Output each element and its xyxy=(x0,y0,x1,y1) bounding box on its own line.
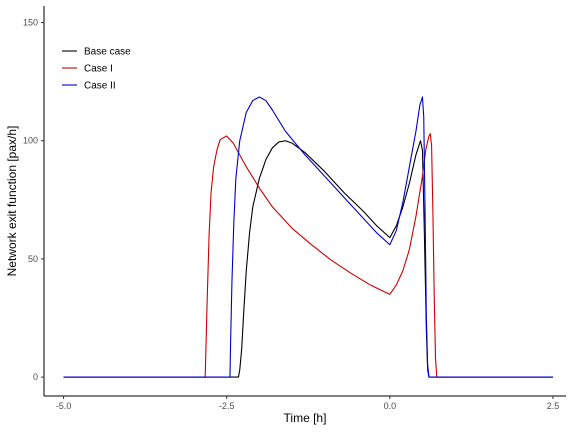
y-axis-title: Network exit function [pax/h] xyxy=(5,126,19,277)
ticks: -5.0 -2.5 0.0 2.5 0 50 100 150 xyxy=(23,18,559,411)
series-line-base-case xyxy=(63,140,553,378)
y-tick-label: 150 xyxy=(23,18,38,28)
x-tick-label: -5.0 xyxy=(56,401,72,411)
y-tick-label: 50 xyxy=(28,254,38,264)
legend-label: Case II xyxy=(84,81,116,92)
axes xyxy=(43,6,566,397)
y-tick-label: 100 xyxy=(23,136,38,146)
series-line-case-i xyxy=(63,133,553,378)
series xyxy=(63,96,553,378)
legend: Base case Case I Case II xyxy=(62,47,131,92)
legend-label: Case I xyxy=(84,64,113,75)
y-tick-label: 0 xyxy=(33,372,38,382)
x-tick-label: -2.5 xyxy=(219,401,235,411)
legend-label: Base case xyxy=(84,47,131,58)
x-tick-label: 2.5 xyxy=(547,401,560,411)
x-tick-label: 0.0 xyxy=(384,401,397,411)
x-axis-title: Time [h] xyxy=(284,411,327,425)
series-line-case-ii xyxy=(63,96,553,378)
